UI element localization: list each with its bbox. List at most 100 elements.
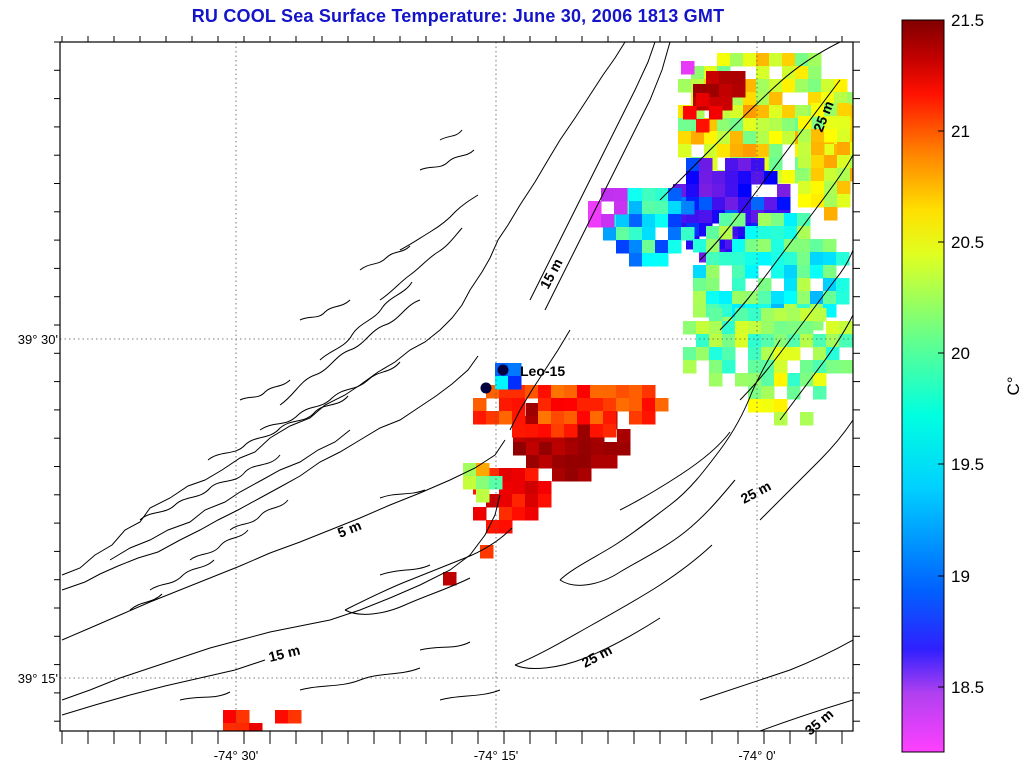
contour-label-15m-inshore: 15 m — [537, 256, 566, 292]
sst-cell — [810, 291, 824, 305]
sst-cell — [499, 398, 513, 412]
sst-cell — [617, 429, 631, 443]
sst-cell — [512, 468, 526, 482]
sst-cell — [565, 468, 579, 482]
sst-cell — [834, 92, 848, 106]
sst-cell — [578, 442, 592, 456]
sst-cell — [761, 360, 775, 374]
sst-cell — [837, 194, 851, 208]
sst-cell — [616, 398, 630, 412]
sst-cell — [735, 334, 749, 348]
sst-cell — [824, 181, 838, 195]
sst-cell — [709, 347, 723, 361]
sst-cell — [712, 171, 726, 185]
sst-cell — [782, 170, 796, 184]
sst-cell — [525, 385, 539, 399]
sst-cell — [800, 308, 814, 322]
contour-label-15m-south: 15 m — [267, 642, 302, 665]
colorbar-tick-18-5: 18.5 — [951, 678, 984, 697]
sst-cell — [709, 373, 723, 387]
sst-cell — [826, 321, 840, 335]
sst-cell — [499, 411, 513, 425]
sst-cell — [642, 240, 656, 254]
sst-cell — [774, 360, 788, 374]
colorbar-tick-21-5: 21.5 — [951, 11, 984, 30]
sst-cell — [797, 252, 811, 266]
sst-cell — [614, 201, 628, 215]
sst-cell — [473, 398, 487, 412]
sst-cell — [769, 92, 783, 106]
sst-cell — [443, 572, 457, 586]
sst-cell — [717, 131, 731, 145]
y-tick-label-39-15: 39° 15' — [18, 671, 58, 686]
sst-cell — [824, 155, 838, 169]
sst-cell — [813, 334, 827, 348]
sst-cell — [795, 105, 809, 119]
sst-cell — [722, 360, 736, 374]
sst-cell — [748, 373, 762, 387]
sst-cell — [668, 227, 682, 241]
sst-cell — [642, 201, 656, 215]
sst-cell — [693, 278, 707, 292]
sst-cell — [756, 66, 770, 80]
sst-cell — [735, 308, 749, 322]
sst-cell — [616, 227, 630, 241]
sst-cell — [603, 411, 617, 425]
sst-cell — [811, 168, 825, 182]
colorbar-tick-20-5: 20.5 — [951, 233, 984, 252]
sst-cell — [782, 118, 796, 132]
sst-cell — [717, 144, 731, 158]
y-tick-label-39-30: 39° 30' — [18, 332, 58, 347]
sst-cell — [836, 291, 850, 305]
sst-cell — [668, 188, 682, 202]
sst-cell — [777, 197, 791, 211]
sst-cell — [745, 252, 759, 266]
sst-cell — [800, 412, 814, 426]
sst-cell — [751, 158, 765, 172]
leo15-label: Leo-15 — [520, 363, 565, 379]
sst-cell — [758, 252, 772, 266]
sst-cell — [797, 226, 811, 240]
sst-cell — [642, 398, 656, 412]
sst-cell — [578, 455, 592, 469]
sst-cell — [722, 347, 736, 361]
sst-cell — [837, 142, 851, 156]
sst-cell — [743, 105, 757, 119]
sst-cell — [603, 227, 617, 241]
leo15-marker — [497, 364, 509, 376]
sst-cell — [288, 710, 302, 724]
sst-cell — [748, 347, 762, 361]
sst-cell — [745, 265, 759, 279]
sst-cell — [249, 723, 263, 731]
sst-cell — [538, 481, 552, 495]
sst-cell — [712, 197, 726, 211]
sst-cell — [732, 84, 746, 98]
sst-cell — [800, 373, 814, 387]
sst-cell — [837, 103, 851, 117]
x-tick-label-74-15: -74° 15' — [474, 748, 519, 763]
sst-cell — [823, 239, 837, 253]
sst-cell — [813, 373, 827, 387]
sst-cell — [629, 188, 643, 202]
sst-cell — [616, 240, 630, 254]
sst-cell — [837, 155, 851, 169]
colorbar-tick-20: 20 — [951, 344, 970, 363]
contour-label-25m-mid: 25 m — [738, 478, 774, 507]
sst-cell — [629, 214, 643, 228]
sst-cell — [821, 92, 835, 106]
sst-cell — [745, 226, 759, 240]
sst-cell — [798, 129, 812, 143]
sst-cell — [771, 291, 785, 305]
sst-cell — [826, 360, 840, 374]
sst-cell — [771, 265, 785, 279]
sst-cell — [508, 376, 522, 390]
sst-cell — [795, 170, 809, 184]
sst-cell — [616, 214, 630, 228]
sst-cell — [538, 385, 552, 399]
sst-cell — [683, 106, 697, 120]
sst-cell — [463, 463, 477, 477]
sst-cell — [732, 213, 746, 227]
sst-cell — [551, 424, 565, 438]
sst-cell — [642, 253, 656, 267]
sst-cell — [699, 158, 713, 172]
